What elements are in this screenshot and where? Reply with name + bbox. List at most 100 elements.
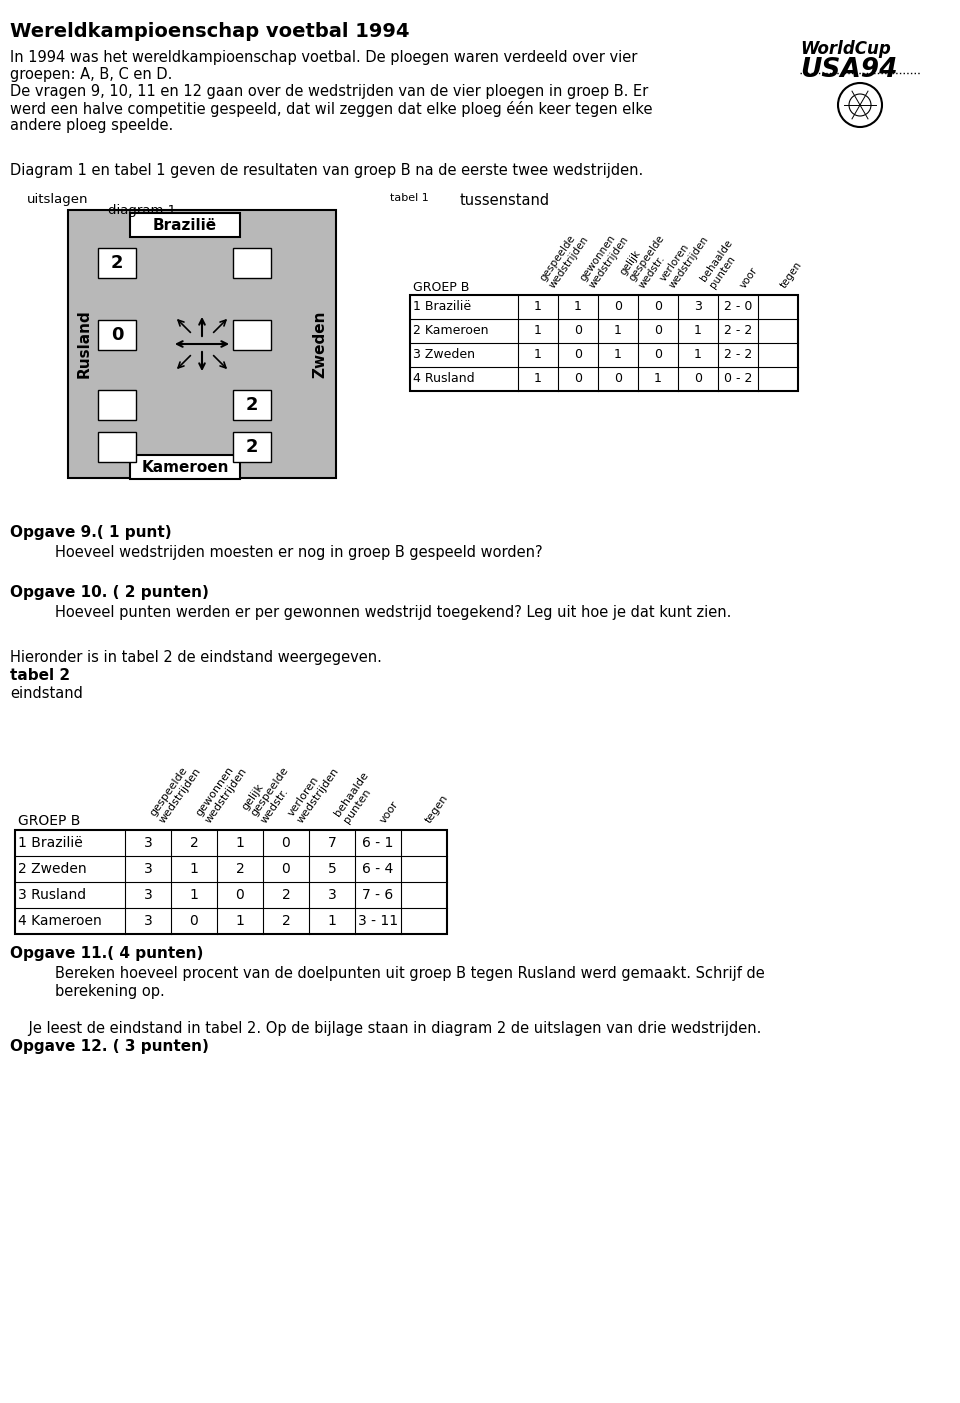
Text: 2: 2	[190, 836, 199, 850]
Text: 0: 0	[614, 300, 622, 313]
Text: 2: 2	[110, 254, 123, 272]
Text: 1: 1	[534, 348, 542, 362]
Text: gespeelde
wedstrijden: gespeelde wedstrijden	[538, 227, 590, 290]
Text: 2: 2	[281, 913, 290, 927]
Text: Opgave 9.( 1 punt): Opgave 9.( 1 punt)	[10, 525, 172, 540]
Text: Je leest de eindstand in tabel 2. Op de bijlage staan in diagram 2 de uitslagen : Je leest de eindstand in tabel 2. Op de …	[10, 1021, 761, 1035]
Text: behaalde
punten: behaalde punten	[332, 770, 379, 825]
Text: 2: 2	[281, 888, 290, 902]
Text: verloren
wedstrijden: verloren wedstrijden	[658, 227, 710, 290]
Text: 0: 0	[654, 300, 662, 313]
Text: 1: 1	[235, 836, 245, 850]
Text: 4 Kameroen: 4 Kameroen	[18, 913, 102, 927]
Text: 3 Rusland: 3 Rusland	[18, 888, 86, 902]
Text: 4 Rusland: 4 Rusland	[413, 373, 474, 386]
Text: 0: 0	[574, 348, 582, 362]
Text: 2 - 2: 2 - 2	[724, 324, 752, 338]
Text: verloren
wedstrijden: verloren wedstrijden	[286, 759, 341, 825]
Bar	[233, 432, 271, 462]
Text: Hoeveel wedstrijden moesten er nog in groep B gespeeld worden?: Hoeveel wedstrijden moesten er nog in gr…	[55, 544, 542, 560]
Bar	[68, 210, 336, 478]
Text: gelijk
gespeelde
wedstr.: gelijk gespeelde wedstr.	[618, 227, 676, 290]
Text: 0: 0	[190, 913, 199, 927]
Text: 1: 1	[614, 324, 622, 338]
Text: 0: 0	[614, 373, 622, 386]
Text: tussenstand: tussenstand	[460, 194, 550, 208]
Text: 1: 1	[534, 300, 542, 313]
Text: 0: 0	[574, 324, 582, 338]
Text: 7: 7	[327, 836, 336, 850]
Text: Hoeveel punten werden er per gewonnen wedstrijd toegekend? Leg uit hoe je dat ku: Hoeveel punten werden er per gewonnen we…	[55, 605, 732, 620]
Text: 1: 1	[235, 913, 245, 927]
Text: Bereken hoeveel procent van de doelpunten uit groep B tegen Rusland werd gemaakt: Bereken hoeveel procent van de doelpunte…	[55, 967, 765, 981]
Text: 0: 0	[281, 861, 290, 875]
Text: WorldCup: WorldCup	[800, 41, 891, 58]
Text: andere ploeg speelde.: andere ploeg speelde.	[10, 118, 173, 133]
Text: Wereldkampioenschap voetbal 1994: Wereldkampioenschap voetbal 1994	[10, 22, 410, 41]
Text: 2: 2	[235, 861, 245, 875]
Text: 1: 1	[327, 913, 336, 927]
Text: 3 Zweden: 3 Zweden	[413, 348, 475, 362]
Text: USA94: USA94	[800, 58, 898, 83]
Text: 6 - 4: 6 - 4	[362, 861, 394, 875]
Text: 1: 1	[189, 861, 199, 875]
Text: 2: 2	[246, 396, 258, 414]
Text: 1 Brazilië: 1 Brazilië	[413, 300, 471, 313]
Text: 3 - 11: 3 - 11	[358, 913, 398, 927]
Text: voor: voor	[738, 265, 759, 290]
Text: Diagram 1 en tabel 1 geven de resultaten van groep B na de eerste twee wedstrijd: Diagram 1 en tabel 1 geven de resultaten…	[10, 163, 643, 178]
Bar	[98, 390, 136, 419]
Text: 1: 1	[534, 324, 542, 338]
Text: Rusland: Rusland	[77, 310, 91, 379]
Text: 1: 1	[694, 324, 702, 338]
Text: diagram 1: diagram 1	[108, 203, 176, 217]
Text: 3: 3	[327, 888, 336, 902]
Text: gewonnen
wedstrijden: gewonnen wedstrijden	[578, 227, 631, 290]
Text: 3: 3	[144, 861, 153, 875]
Text: tabel 2: tabel 2	[10, 668, 70, 683]
Text: 0: 0	[110, 325, 123, 344]
Text: In 1994 was het wereldkampioenschap voetbal. De ploegen waren verdeeld over vier: In 1994 was het wereldkampioenschap voet…	[10, 51, 637, 65]
Text: 0: 0	[654, 324, 662, 338]
Bar	[15, 831, 447, 934]
Text: 1: 1	[694, 348, 702, 362]
Text: uitslagen: uitslagen	[27, 194, 88, 206]
Text: eindstand: eindstand	[10, 686, 83, 702]
Bar	[130, 213, 240, 237]
Text: gelijk
gespeelde
wedstr.: gelijk gespeelde wedstr.	[240, 759, 300, 825]
Bar	[233, 320, 271, 349]
Text: GROEP B: GROEP B	[18, 814, 81, 828]
Text: 3: 3	[144, 836, 153, 850]
Bar	[98, 248, 136, 278]
Text: 0: 0	[281, 836, 290, 850]
Text: voor: voor	[378, 798, 400, 825]
Text: berekening op.: berekening op.	[55, 984, 165, 999]
Text: 0: 0	[694, 373, 702, 386]
Text: Opgave 10. ( 2 punten): Opgave 10. ( 2 punten)	[10, 585, 209, 600]
Bar	[98, 432, 136, 462]
Bar	[410, 295, 798, 391]
Text: 1: 1	[534, 373, 542, 386]
Text: De vragen 9, 10, 11 en 12 gaan over de wedstrijden van de vier ploegen in groep : De vragen 9, 10, 11 en 12 gaan over de w…	[10, 84, 648, 100]
Text: 1: 1	[574, 300, 582, 313]
Bar	[98, 320, 136, 349]
Text: werd een halve competitie gespeeld, dat wil zeggen dat elke ploeg één keer tegen: werd een halve competitie gespeeld, dat …	[10, 101, 653, 116]
Text: 0: 0	[654, 348, 662, 362]
Text: 6 - 1: 6 - 1	[362, 836, 394, 850]
Text: 2 Kameroen: 2 Kameroen	[413, 324, 489, 338]
Text: 3: 3	[694, 300, 702, 313]
Text: tegen: tegen	[778, 260, 804, 290]
Text: tegen: tegen	[424, 793, 451, 825]
Text: 7 - 6: 7 - 6	[362, 888, 394, 902]
Bar	[233, 248, 271, 278]
Text: GROEP B: GROEP B	[413, 281, 469, 295]
Text: 0 - 2: 0 - 2	[724, 373, 753, 386]
Text: Opgave 12. ( 3 punten): Opgave 12. ( 3 punten)	[10, 1040, 209, 1054]
Text: 3: 3	[144, 888, 153, 902]
Text: 1: 1	[654, 373, 662, 386]
Text: 3: 3	[144, 913, 153, 927]
Text: 1: 1	[614, 348, 622, 362]
Text: Zweden: Zweden	[313, 310, 327, 377]
Text: 2: 2	[246, 438, 258, 456]
Text: 0: 0	[235, 888, 245, 902]
